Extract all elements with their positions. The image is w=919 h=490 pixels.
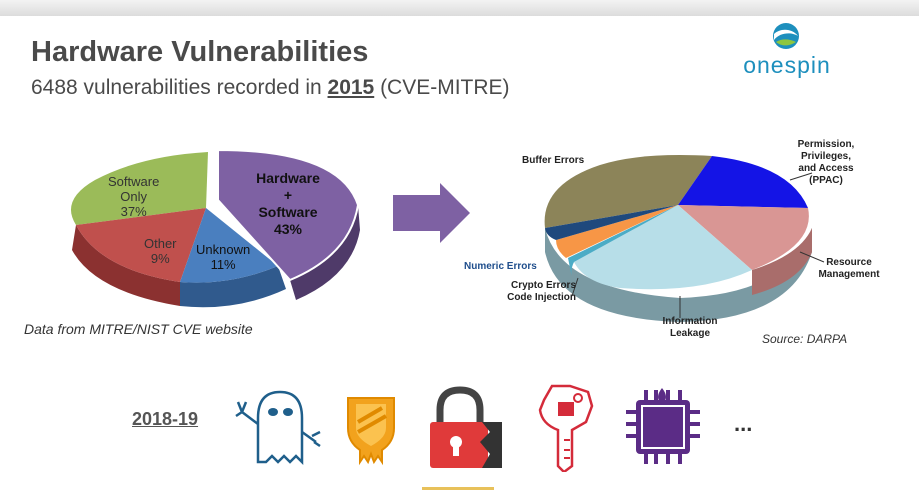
spectre-ghost-icon xyxy=(235,390,321,466)
logo-text: onespin xyxy=(743,52,831,78)
label-software-only: Software Only 37% xyxy=(108,174,159,219)
pie-slice-resource xyxy=(678,205,809,270)
pie-slice-crypto xyxy=(556,205,678,258)
pie-slice-other xyxy=(76,208,206,282)
label-other-line1: Other xyxy=(144,236,177,251)
broken-padlock-icon xyxy=(430,386,502,468)
label-info-line2: Leakage xyxy=(669,328,711,339)
label-other: Other 9% xyxy=(144,236,177,266)
footer-accent-bar xyxy=(422,487,494,490)
top-bar xyxy=(0,0,919,16)
label-resource-line1: Resource xyxy=(826,257,872,268)
source-caption: Source: DARPA xyxy=(762,332,848,346)
mds-chip-icon xyxy=(626,388,700,464)
pie-slice-code xyxy=(568,205,678,278)
label-ppac-line2: Privileges, xyxy=(800,151,852,162)
label-ppac-line3: and Access xyxy=(798,163,854,174)
label-unknown-value: 11% xyxy=(210,257,236,272)
label-numeric-errors: Numeric Errors xyxy=(464,261,537,272)
label-code-injection: Code Injection xyxy=(507,292,576,303)
pie-slice-buffer xyxy=(544,155,712,228)
onespin-logo: onespin xyxy=(732,20,842,80)
label-buffer-errors: Buffer Errors xyxy=(522,155,585,166)
label-information-leakage: Information Leakage xyxy=(650,316,730,340)
pie-depth-unknown xyxy=(180,266,286,308)
label-unknown: Unknown 11% xyxy=(196,242,250,272)
label-resource-line2: Management xyxy=(818,269,880,280)
pie-depth-resource xyxy=(752,228,812,295)
label-ppac: Permission, Privileges, and Access (PPAC… xyxy=(786,139,866,187)
subtitle-prefix: 6488 vulnerabilities recorded in xyxy=(31,76,328,99)
pie-slice-numeric xyxy=(545,205,678,240)
label-hw-value: 43% xyxy=(273,221,303,237)
label-hw-line1: Hardware xyxy=(256,170,320,186)
label-unknown-line1: Unknown xyxy=(196,242,251,257)
subtitle-year: 2015 xyxy=(327,76,375,99)
left-pie-caption: Data from MITRE/NIST CVE website xyxy=(24,321,253,337)
label-ppac-line4: (PPAC) xyxy=(809,175,843,186)
pie-slice-info xyxy=(574,205,752,290)
label-software-only-value: 37% xyxy=(120,204,147,219)
label-info-line1: Information xyxy=(662,316,718,327)
label-software-only-line1: Software xyxy=(108,174,160,189)
label-crypto-errors: Crypto Errors xyxy=(510,280,576,291)
pie-depth-right xyxy=(545,228,812,322)
label-resource-management: Resource Management xyxy=(808,257,890,281)
label-other-value: 9% xyxy=(150,251,170,266)
label-crypto-code: Crypto Errors Code Injection xyxy=(488,280,576,304)
label-software-only-line2: Only xyxy=(120,189,148,204)
label-ppac-line1: Permission, xyxy=(797,139,855,150)
more-ellipsis: ... xyxy=(734,411,753,436)
meltdown-shield-icon xyxy=(347,397,395,466)
label-hardware-software: Hardware + Software 43% xyxy=(248,170,328,238)
page-title: Hardware Vulnerabilities xyxy=(31,36,369,68)
onespin-logo-icon xyxy=(773,23,799,49)
subtitle-suffix: (CVE-MITRE) xyxy=(374,76,510,99)
right-arrow-icon xyxy=(393,183,470,243)
period-label: 2018-19 xyxy=(132,409,199,429)
page-subtitle: 6488 vulnerabilities recorded in 2015 (C… xyxy=(31,76,510,100)
foreshadow-key-icon xyxy=(538,384,594,472)
label-hw-line3: Software xyxy=(258,204,318,220)
label-hw-line2: + xyxy=(283,187,293,203)
